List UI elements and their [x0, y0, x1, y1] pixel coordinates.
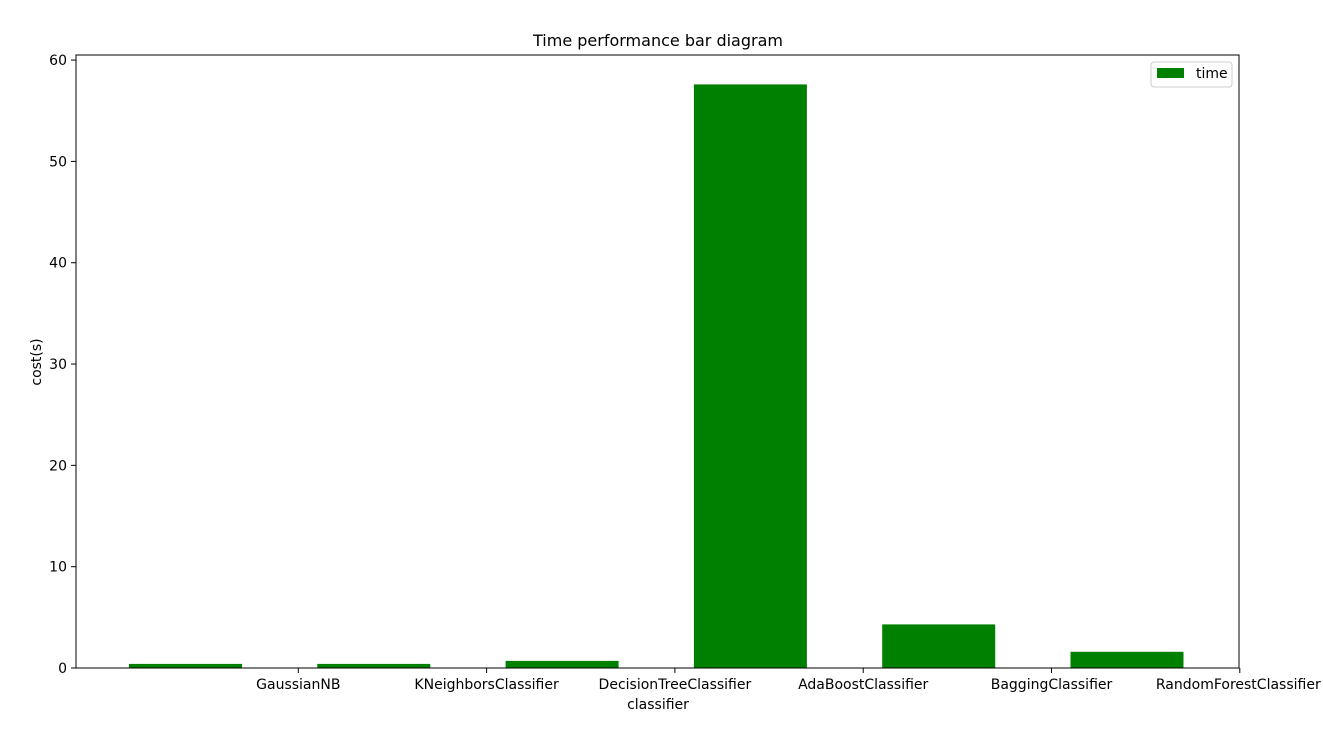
x-tick-label-4: BaggingClassifier	[991, 677, 1113, 693]
y-tick-label-2: 20	[49, 458, 67, 474]
y-tick-label-4: 40	[49, 256, 67, 272]
y-axis: 0 10 20 30 40 50 60	[49, 53, 76, 677]
y-tick-label-3: 30	[49, 357, 67, 373]
y-tick-label-5: 50	[49, 154, 67, 170]
x-tick-label-5: RandomForestClassifier	[1156, 677, 1321, 693]
y-tick-label-6: 60	[49, 53, 67, 69]
y-tick-label-1: 10	[49, 560, 67, 576]
legend-swatch	[1157, 68, 1184, 78]
y-tick-label-0: 0	[58, 661, 67, 677]
chart-title: Time performance bar diagram	[532, 31, 783, 50]
plot-frame	[75, 54, 1240, 669]
x-tick-label-1: KNeighborsClassifier	[414, 677, 559, 693]
x-tick-label-0: GaussianNB	[256, 677, 340, 693]
bar-5	[1070, 651, 1184, 668]
bar-1	[317, 663, 431, 668]
x-axis-label: classifier	[627, 697, 689, 713]
x-axis: GaussianNB KNeighborsClassifier DecisionTr…	[256, 668, 1321, 693]
bar-3	[693, 84, 807, 668]
bar-2	[505, 660, 619, 668]
x-tick-label-3: AdaBoostClassifier	[798, 677, 928, 693]
bar-4	[882, 624, 996, 668]
legend: time	[1150, 61, 1233, 88]
bar-0	[129, 663, 242, 668]
bars-layer	[129, 84, 1184, 668]
y-axis-label: cost(s)	[29, 338, 45, 385]
x-tick-label-2: DecisionTreeClassifier	[599, 677, 752, 693]
legend-label: time	[1196, 66, 1228, 82]
